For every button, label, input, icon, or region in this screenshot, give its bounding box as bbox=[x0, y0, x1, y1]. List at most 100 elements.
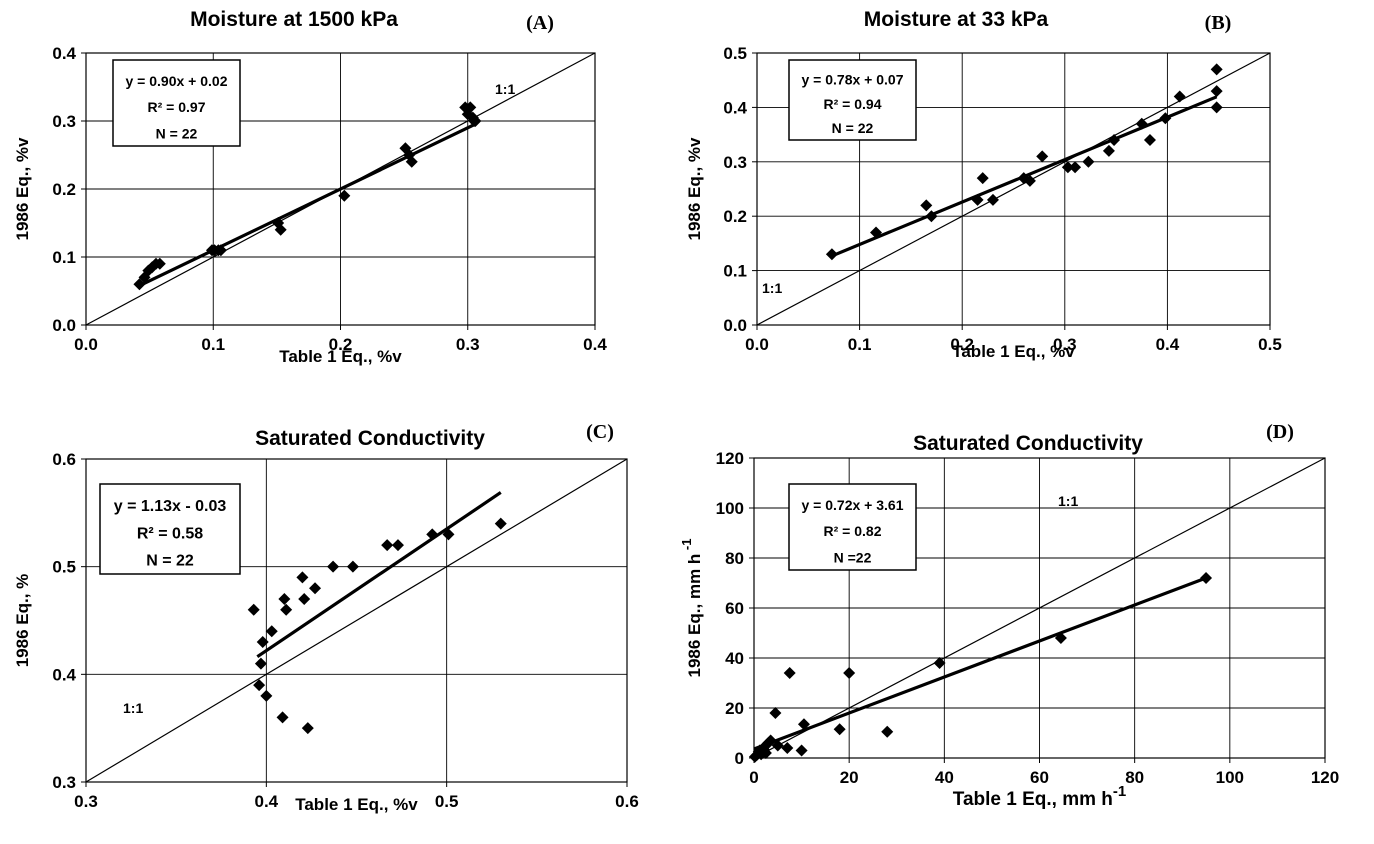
x-tick-label: 0.0 bbox=[74, 335, 98, 354]
y-axis-label: 1986 Eq., mm h -1 bbox=[679, 539, 704, 678]
data-point bbox=[276, 711, 289, 724]
data-point bbox=[758, 740, 771, 753]
y-tick-label: 100 bbox=[716, 499, 744, 518]
data-point bbox=[296, 571, 309, 584]
y-tick-label: 120 bbox=[716, 449, 744, 468]
data-point bbox=[346, 560, 359, 573]
one-to-one-line bbox=[753, 457, 1326, 759]
data-point bbox=[781, 742, 794, 754]
data-point bbox=[1173, 90, 1186, 103]
equation-line: y = 0.72x + 3.61 bbox=[802, 497, 904, 513]
data-point bbox=[309, 582, 322, 595]
one-to-one-label: 1:1 bbox=[123, 700, 143, 716]
data-point bbox=[925, 210, 938, 223]
chart-title: Moisture at 33 kPa bbox=[864, 8, 1049, 31]
y-tick-label: 0 bbox=[735, 749, 744, 768]
data-point bbox=[327, 560, 340, 573]
data-point bbox=[1210, 101, 1223, 114]
x-tick-label: 0.4 bbox=[583, 335, 607, 354]
data-point bbox=[920, 199, 933, 212]
chart-panel-d: 0 20 40 60 80 100 120 0 20 40 60 80 100 120 1:1 y = 0.7… bbox=[679, 421, 1339, 810]
equation-line: R² = 0.97 bbox=[148, 99, 206, 115]
data-point bbox=[1036, 150, 1049, 163]
x-tick-label: 0 bbox=[749, 768, 758, 787]
x-axis-label-superscript: -1 bbox=[1113, 783, 1126, 800]
y-tick-label: 40 bbox=[725, 649, 744, 668]
x-tick-label: 0.5 bbox=[1258, 335, 1282, 354]
data-point bbox=[825, 248, 838, 261]
data-point bbox=[494, 517, 507, 530]
data-point bbox=[256, 636, 269, 649]
y-tick-label: 0.2 bbox=[723, 207, 747, 226]
equation-line: N =22 bbox=[834, 549, 872, 565]
y-tick-label: 0.6 bbox=[52, 450, 76, 469]
one-to-one-label: 1:1 bbox=[495, 81, 515, 97]
data-point bbox=[843, 667, 856, 679]
x-tick-label: 100 bbox=[1216, 768, 1244, 787]
data-point bbox=[1108, 134, 1121, 147]
x-tick-label: 20 bbox=[840, 768, 859, 787]
chart-panel-c: 0.3 0.4 0.5 0.6 0.3 0.4 0.5 0.6 1:1 y = 1.13x - 0… bbox=[13, 421, 639, 814]
equation-box bbox=[99, 483, 241, 575]
x-tick-label: 80 bbox=[1125, 768, 1144, 787]
data-point bbox=[771, 739, 784, 752]
equation-line: y = 0.78x + 0.07 bbox=[802, 72, 904, 88]
y-tick-label: 0.5 bbox=[52, 558, 76, 577]
x-tick-label: 0.1 bbox=[201, 335, 225, 354]
data-point bbox=[795, 744, 808, 757]
data-point bbox=[280, 603, 293, 616]
x-tick-label: 0.2 bbox=[329, 335, 353, 354]
data-point bbox=[338, 189, 351, 202]
data-point bbox=[833, 723, 846, 736]
panel-label: (B) bbox=[1205, 12, 1232, 34]
data-point bbox=[764, 734, 777, 747]
chart-panel-b: 0.0 0.1 0.2 0.3 0.4 0.5 0.0 0.1 0.2 0.3 0.4 0.5 1:1 y… bbox=[685, 8, 1282, 361]
data-point bbox=[253, 679, 266, 692]
data-point bbox=[247, 603, 260, 616]
x-tick-label: 0.5 bbox=[435, 792, 459, 811]
data-point bbox=[260, 689, 273, 702]
x-axis-label: Table 1 Eq., %v bbox=[952, 342, 1075, 361]
one-to-one-line bbox=[756, 52, 1271, 326]
data-point bbox=[426, 528, 439, 541]
data-point bbox=[1135, 117, 1148, 130]
data-point bbox=[464, 101, 477, 114]
chart-title: Saturated Conductivity bbox=[255, 427, 485, 450]
data-point bbox=[783, 667, 796, 679]
y-axis-label: 1986 Eq., % bbox=[13, 574, 32, 668]
regression-line bbox=[256, 491, 502, 659]
data-point bbox=[265, 625, 278, 638]
data-point bbox=[797, 718, 810, 731]
data-point bbox=[1210, 63, 1223, 76]
equation-line: y = 1.13x - 0.03 bbox=[114, 498, 227, 515]
one-to-one-label: 1:1 bbox=[1058, 493, 1078, 509]
y-tick-label: 60 bbox=[725, 599, 744, 618]
data-point bbox=[274, 223, 287, 236]
y-tick-label: 20 bbox=[725, 699, 744, 718]
x-tick-label: 0.4 bbox=[255, 792, 279, 811]
data-point bbox=[1082, 155, 1095, 168]
data-point bbox=[976, 172, 989, 185]
data-point bbox=[381, 539, 394, 552]
equation-line: R² = 0.58 bbox=[137, 525, 203, 542]
y-tick-label: 0.0 bbox=[52, 316, 76, 335]
data-point bbox=[391, 539, 404, 552]
x-tick-label: 60 bbox=[1030, 768, 1049, 787]
x-tick-label: 0.4 bbox=[1156, 335, 1180, 354]
data-point bbox=[442, 528, 455, 541]
equation-box bbox=[788, 59, 917, 141]
y-tick-label: 80 bbox=[725, 549, 744, 568]
data-point bbox=[214, 244, 227, 257]
x-tick-label: 0.3 bbox=[1053, 335, 1077, 354]
x-tick-label: 0.3 bbox=[456, 335, 480, 354]
x-axis-label: Table 1 Eq., mm h-1 bbox=[953, 783, 1126, 810]
y-tick-label: 0.1 bbox=[52, 248, 76, 267]
data-point bbox=[870, 226, 883, 239]
x-tick-label: 0.1 bbox=[848, 335, 872, 354]
data-point bbox=[986, 193, 999, 206]
data-point bbox=[1210, 85, 1223, 98]
y-tick-label: 0.0 bbox=[723, 316, 747, 335]
x-tick-label: 0.0 bbox=[745, 335, 769, 354]
y-tick-label: 0.3 bbox=[723, 153, 747, 172]
